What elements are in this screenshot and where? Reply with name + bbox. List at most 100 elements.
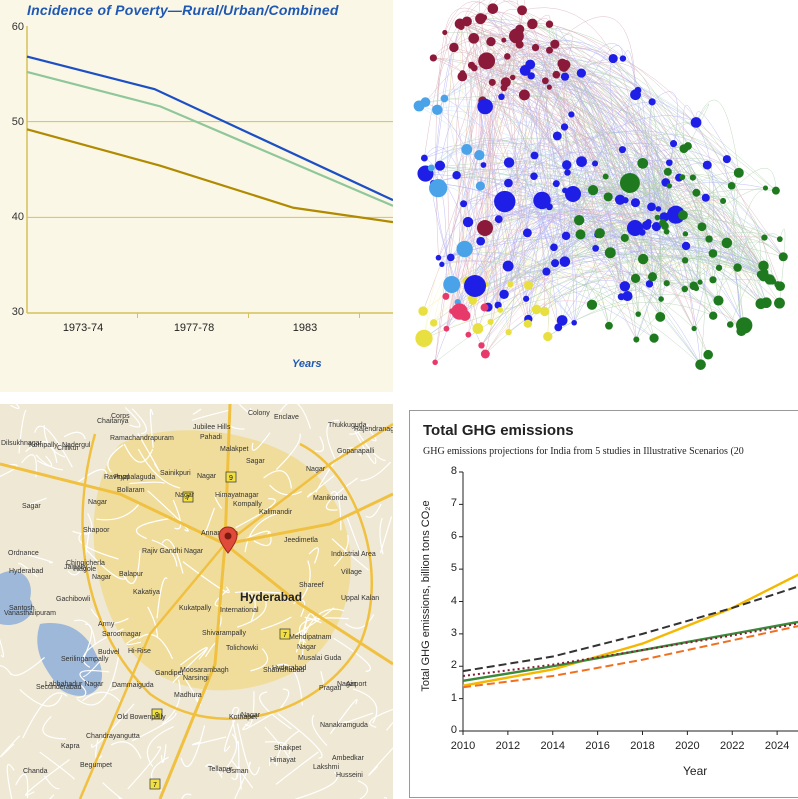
ghg-y-tick-label: 7 (450, 497, 457, 510)
map-place-label: Shivarampally (202, 630, 246, 637)
network-node (504, 178, 513, 188)
network-node (509, 74, 516, 81)
network-node (518, 89, 530, 101)
network-node (690, 117, 702, 128)
network-node (663, 167, 672, 176)
network-node (576, 156, 587, 168)
network-node (709, 311, 718, 320)
network-node (427, 164, 435, 172)
network-node (641, 220, 652, 231)
map-place-label: Narsingi (183, 675, 209, 682)
network-node (542, 267, 551, 276)
network-node (504, 53, 511, 60)
network-node (434, 160, 446, 171)
ghg-x-tick-label: 2016 (585, 740, 610, 752)
network-node (647, 202, 656, 212)
map-lake-himayat-sagar (37, 623, 102, 696)
network-node (726, 321, 734, 328)
network-node (568, 111, 575, 118)
network-node (556, 315, 568, 326)
network-node (776, 236, 783, 243)
map-place-label: Thukkuguda (328, 422, 367, 429)
network-node (695, 359, 706, 370)
network-node (620, 233, 629, 243)
map-place-label: Jeedimetla (284, 537, 318, 544)
map-place-label: Jalpally (64, 564, 88, 571)
map-place-label: Pragati (319, 685, 342, 692)
network-node (522, 228, 532, 238)
map-place-label: Osman (226, 768, 249, 775)
network-node (464, 275, 486, 297)
network-node (477, 220, 493, 236)
network-node (778, 252, 788, 262)
network-node (501, 37, 507, 43)
network-node (594, 228, 605, 239)
map-place-label: Chaitanya (97, 418, 129, 425)
ghg-series-line-2 (462, 620, 798, 683)
map-place-label: Jubilee Hills (193, 424, 231, 431)
network-node (603, 192, 613, 202)
network-node (633, 336, 640, 343)
map-place-label: Lakshmi (313, 764, 340, 771)
map-place-label: Nagole (74, 566, 97, 573)
map-place-label: Himayat (270, 757, 296, 764)
network-node (576, 68, 586, 78)
network-node (759, 268, 769, 277)
ghg-series-line-3 (462, 622, 798, 677)
poverty-series-line-0 (26, 55, 393, 202)
network-node (663, 228, 670, 235)
ghg-y-tick-label: 3 (450, 626, 457, 639)
network-node (429, 179, 448, 198)
map-highway-badge (149, 778, 161, 790)
poverty-series-line-2 (26, 128, 393, 224)
ghg-chart-panel: Total GHG emissions GHG emissions projec… (403, 404, 798, 799)
network-node (702, 160, 712, 170)
map-highway-badge-label: 7 (186, 495, 190, 502)
map-place-label: Kapra (61, 743, 80, 750)
map-place-label: Moosarambagh (180, 667, 229, 674)
network-node (689, 174, 696, 181)
map-place-label: Gachibowli (56, 596, 91, 603)
map-place-label: Shapoor (83, 527, 110, 534)
map-place-label: Kukatpally (179, 605, 212, 612)
network-node (494, 215, 503, 224)
ghg-y-tick-label: 4 (450, 594, 457, 607)
ghg-chart-title: Total GHG emissions (423, 422, 574, 439)
map-place-label: Corps (111, 413, 130, 420)
network-node (420, 97, 431, 108)
network-node (461, 16, 472, 27)
network-node (552, 70, 561, 79)
network-node (637, 253, 649, 265)
map-place-label: Raviryal (104, 474, 130, 481)
network-node (758, 260, 769, 272)
ghg-y-tick-label: 8 (450, 465, 457, 477)
network-node (446, 253, 455, 262)
network-node (678, 210, 688, 221)
hyderabad-map-panel[interactable]: 7 9 7 9 7 Bollaram Industrial Area Kompally Vil… (0, 404, 393, 799)
map-canvas[interactable]: 7 9 7 9 7 (0, 404, 393, 799)
map-place-label: Nagar (241, 712, 261, 719)
network-node (488, 78, 496, 86)
network-node (449, 42, 459, 53)
map-place-label: Industrial Area (331, 551, 376, 558)
network-node (681, 257, 689, 264)
network-node (531, 43, 540, 52)
map-place-label: Nagar (337, 681, 357, 688)
network-node (637, 157, 649, 169)
network-node (475, 13, 486, 25)
map-pin-icon[interactable] (218, 526, 238, 554)
ghg-y-tick-label: 6 (450, 529, 457, 542)
ghg-x-tick-label: 2014 (540, 740, 565, 752)
map-place-label: Hi-Rise (128, 648, 151, 655)
network-node (630, 273, 641, 284)
poverty-y-tick-30: 30 (11, 306, 24, 318)
map-place-label: Old Bowenpally (117, 714, 166, 721)
map-place-label: Nagar (175, 492, 195, 499)
poverty-x-axis-title: Years (292, 358, 322, 370)
ghg-x-tick-label: 2018 (630, 740, 655, 752)
network-node (460, 200, 468, 208)
network-node (561, 231, 571, 241)
network-node (559, 256, 571, 267)
map-place-label: Kompally (29, 442, 58, 449)
ghg-series-line-0 (462, 573, 798, 687)
